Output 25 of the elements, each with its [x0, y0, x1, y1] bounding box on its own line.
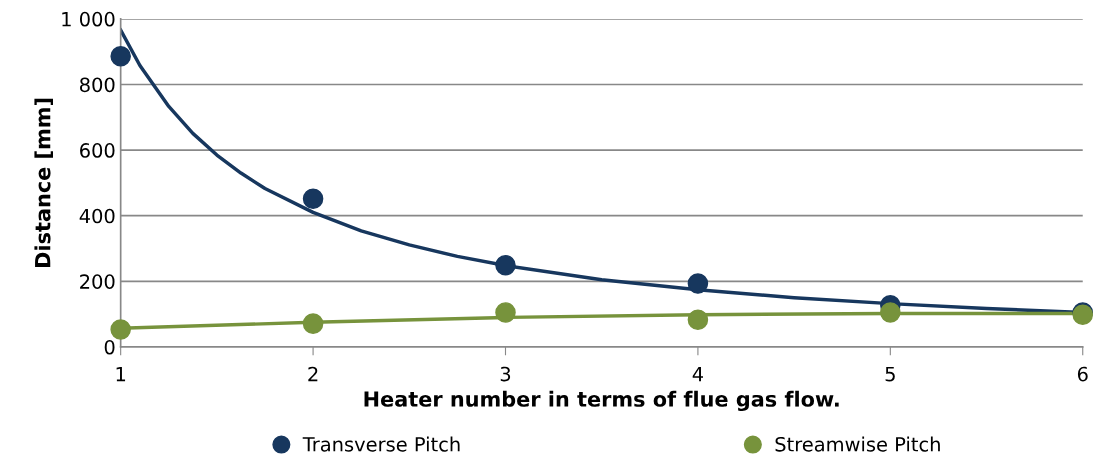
y-tick-label: 0 [104, 339, 115, 355]
point [880, 302, 901, 323]
point [302, 313, 324, 334]
y-tick-label: 800 [80, 77, 115, 93]
y-tick-label: 400 [79, 208, 115, 224]
point [495, 302, 516, 323]
y-axis-title: Distance [mm] [34, 98, 53, 267]
x-axis-title: Heater number in terms of flue gas flow. [364, 390, 839, 412]
y-tick-label: 200 [80, 274, 115, 289]
point [495, 254, 516, 276]
x-tick-label: 3 [500, 366, 511, 382]
x-tick-label: 1 [116, 366, 126, 382]
x-tick-label: 5 [885, 366, 895, 382]
y-tick-label: 600 [80, 143, 115, 158]
x-tick-label: 4 [692, 366, 704, 382]
point [687, 273, 709, 294]
legend-label: Transverse Pitch [302, 436, 460, 452]
point [110, 46, 131, 67]
point [110, 319, 131, 340]
point [687, 309, 709, 330]
x-tick-label: 2 [308, 366, 318, 382]
y-tick-label: 1 000 [62, 11, 115, 27]
legend-label: Streamwise Pitch [775, 436, 940, 452]
x-tick-label: 6 [1077, 366, 1088, 382]
point [302, 188, 324, 209]
